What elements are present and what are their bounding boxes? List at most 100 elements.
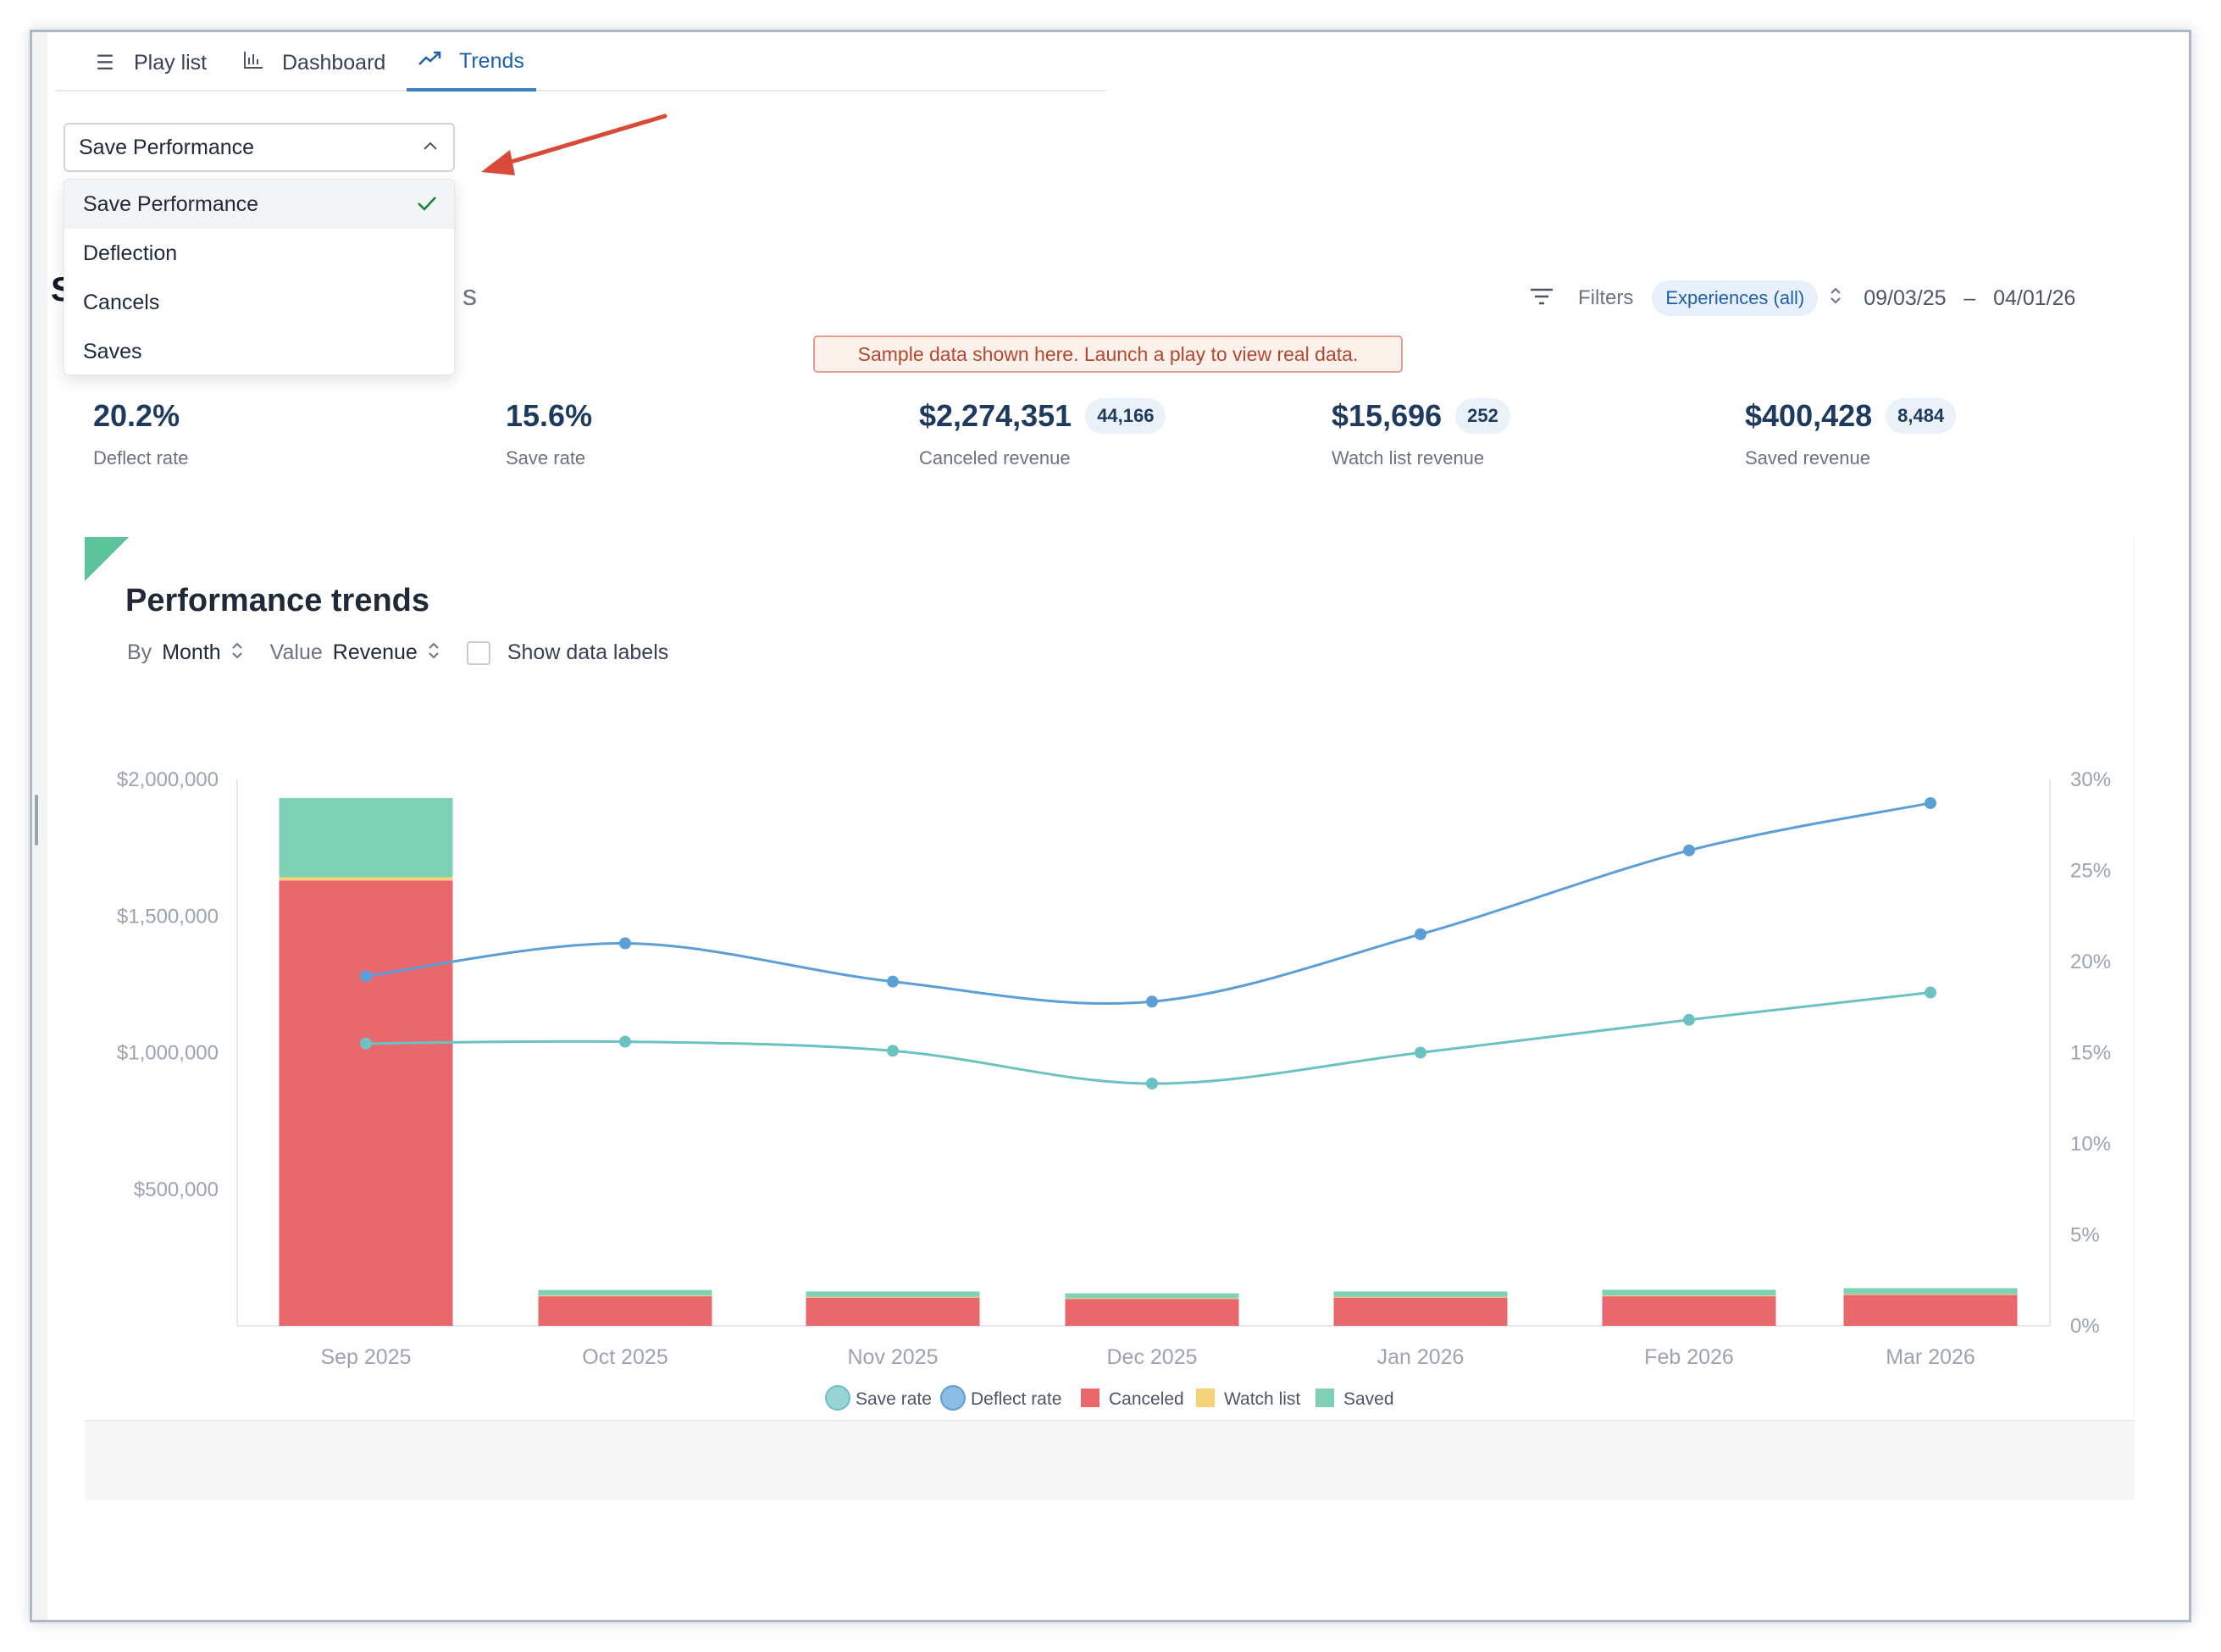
by-label: By (127, 640, 152, 664)
metric-value: 20.2% (93, 398, 180, 433)
bar-saved (1065, 1293, 1239, 1299)
menu-item-label: Cancels (83, 290, 160, 314)
legend-swatch-save-rate (825, 1385, 850, 1411)
bar-canceled (1333, 1297, 1508, 1326)
menu-item-deflection[interactable]: Deflection (64, 229, 454, 278)
bar-watch-list (1065, 1298, 1239, 1300)
metric-deflect-rate: 20.2% Deflect rate (93, 398, 189, 469)
metric-saved-revenue: $400,428 8,484 Saved revenue (1745, 398, 1957, 469)
tab-dashboard[interactable]: Dashboard (241, 34, 385, 91)
metric-value: 15.6% (506, 398, 593, 433)
point-deflect-rate (619, 937, 631, 950)
legend-label-saved: Saved (1343, 1389, 1394, 1409)
y-right-tick-label: 15% (2070, 1042, 2111, 1065)
menu-item-label: Save Performance (83, 191, 259, 216)
bar-watch-list (279, 877, 453, 881)
legend-label-watch-list: Watch list (1224, 1389, 1300, 1409)
y-left-tick-label: $2,000,000 (117, 768, 219, 791)
legend-swatch-deflect-rate (940, 1385, 966, 1411)
x-tick-label: Mar 2026 (1886, 1345, 1975, 1369)
value-label: Value (269, 640, 323, 664)
annotation-arrow (481, 114, 667, 175)
resize-handle[interactable] (35, 795, 38, 845)
metric-label: Saved revenue (1745, 447, 1870, 468)
sample-data-banner: Sample data shown here. Launch a play to… (813, 335, 1403, 373)
menu-item-label: Deflection (83, 241, 178, 265)
bar-canceled (1602, 1295, 1776, 1326)
y-right-tick-label: 20% (2070, 951, 2111, 973)
filters-label[interactable]: Filters (1578, 286, 1634, 309)
x-tick-label: Oct 2025 (582, 1345, 667, 1369)
bar-saved (806, 1291, 980, 1297)
menu-item-cancels[interactable]: Cancels (64, 278, 454, 327)
y-left-tick-label: $1,000,000 (117, 1042, 219, 1065)
date-range[interactable]: 09/03/25 – 04/01/26 (1864, 286, 2075, 311)
metric-label: Canceled revenue (919, 447, 1071, 468)
point-deflect-rate (1415, 928, 1426, 940)
metric-watch-list-revenue: $15,696 252 Watch list revenue (1332, 398, 1510, 469)
x-tick-label: Sep 2025 (320, 1345, 411, 1369)
bar-saved (279, 797, 453, 878)
metric-count-badge: 8,484 (1886, 398, 1957, 434)
tab-label: Dashboard (282, 50, 386, 75)
bar-canceled (1065, 1298, 1239, 1326)
bar-watch-list (1843, 1294, 2018, 1295)
bar-watch-list (806, 1296, 980, 1298)
y-left-tick-label: $1,500,000 (117, 905, 219, 928)
metric-canceled-revenue: $2,274,351 44,166 Canceled revenue (919, 398, 1166, 469)
menu-item-saves[interactable]: Saves (64, 327, 454, 374)
x-tick-label: Feb 2026 (1644, 1345, 1734, 1369)
side-strip (32, 32, 47, 1620)
point-save-rate (1683, 1013, 1695, 1026)
line-save-rate (365, 991, 1931, 1085)
tab-bar: ☰ Play list Dashboard Trends (55, 34, 1105, 91)
tab-trends[interactable]: Trends (407, 34, 536, 91)
updown-chevron-icon[interactable] (1830, 286, 1842, 310)
x-tick-label: Dec 2025 (1106, 1345, 1197, 1369)
point-deflect-rate (1146, 995, 1158, 1008)
y-right-tick-label: 25% (2070, 860, 2111, 883)
bar-canceled (1843, 1294, 2018, 1326)
x-tick-label: Jan 2026 (1377, 1345, 1465, 1369)
tab-play-list[interactable]: ☰ Play list (93, 34, 207, 91)
by-month-select[interactable]: Month (162, 640, 221, 664)
filter-bar: Filters Experiences (all) 09/03/25 – 04/… (1529, 280, 2075, 317)
experiences-pill[interactable]: Experiences (all) (1652, 280, 1819, 316)
point-deflect-rate (360, 970, 372, 983)
metric-value: $2,274,351 (919, 398, 1072, 433)
chart-controls: By Month Value Revenue Show data labels (127, 640, 668, 665)
filter-icon[interactable] (1529, 285, 1554, 312)
menu-item-label: Saves (83, 339, 142, 363)
list-icon: ☰ (96, 51, 114, 75)
updown-chevron-icon[interactable] (428, 641, 440, 664)
legend-label-canceled: Canceled (1109, 1389, 1184, 1409)
updown-chevron-icon[interactable] (231, 641, 243, 664)
legend-label-deflect-rate: Deflect rate (971, 1389, 1061, 1409)
date-from: 09/03/25 (1864, 285, 1947, 310)
y-left-tick-label: $500,000 (134, 1178, 219, 1201)
point-deflect-rate (1683, 844, 1695, 856)
metric-label: Save rate (506, 447, 586, 468)
metric-value: $15,696 (1332, 398, 1443, 433)
chart-title: Performance trends (125, 583, 430, 618)
bar-canceled (806, 1297, 980, 1326)
bar-saved (1333, 1291, 1508, 1297)
legend-swatch-canceled (1081, 1389, 1099, 1407)
bar-watch-list (1333, 1296, 1508, 1298)
point-deflect-rate (1925, 796, 1936, 809)
show-data-labels-checkbox[interactable] (466, 640, 490, 665)
y-right-tick-label: 0% (2070, 1315, 2100, 1338)
point-save-rate (887, 1045, 899, 1057)
value-revenue-select[interactable]: Revenue (332, 640, 418, 664)
bar-saved (1843, 1288, 2018, 1294)
line-deflect-rate (365, 801, 1931, 1006)
x-tick-label: Nov 2025 (847, 1345, 938, 1369)
check-icon (417, 191, 437, 218)
menu-item-save-performance[interactable]: Save Performance (64, 180, 454, 229)
report-select[interactable]: Save Performance (64, 123, 455, 172)
metric-count-badge: 252 (1455, 398, 1510, 434)
point-deflect-rate (887, 975, 899, 988)
select-menu: Save Performance Deflection Cancels Save… (64, 179, 455, 375)
show-data-labels-label[interactable]: Show data labels (507, 640, 669, 664)
